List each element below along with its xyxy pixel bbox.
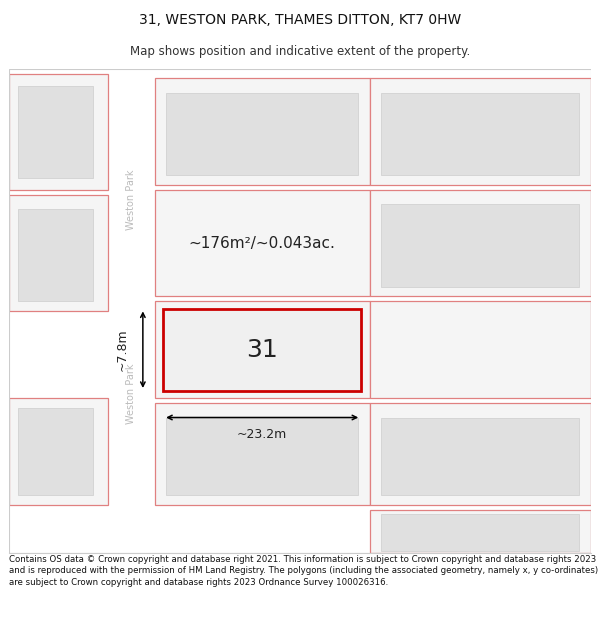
Text: Weston Park: Weston Park [126, 169, 136, 230]
Text: ~7.8m: ~7.8m [116, 328, 129, 371]
Text: Contains OS data © Crown copyright and database right 2021. This information is : Contains OS data © Crown copyright and d… [9, 554, 598, 587]
Bar [370, 78, 591, 185]
Text: 31, WESTON PARK, THAMES DITTON, KT7 0HW: 31, WESTON PARK, THAMES DITTON, KT7 0HW [139, 12, 461, 27]
Bar [155, 190, 370, 296]
Bar [163, 309, 361, 391]
Text: 31: 31 [246, 338, 278, 362]
Text: ~176m²/~0.043ac.: ~176m²/~0.043ac. [189, 236, 335, 251]
Bar [370, 403, 591, 505]
Bar [18, 408, 94, 495]
Bar [166, 93, 358, 175]
Bar [370, 190, 591, 296]
Bar [9, 195, 108, 311]
Bar [370, 301, 591, 398]
Bar [9, 74, 108, 190]
Bar [18, 86, 94, 177]
Text: Weston Park: Weston Park [126, 363, 136, 424]
Bar [9, 398, 108, 505]
Bar [382, 93, 580, 175]
Text: ~23.2m: ~23.2m [237, 428, 287, 441]
Bar [108, 69, 155, 553]
Bar [155, 403, 370, 505]
Bar [155, 78, 370, 185]
Bar [155, 301, 370, 398]
Bar [370, 509, 591, 553]
Text: Map shows position and indicative extent of the property.: Map shows position and indicative extent… [130, 45, 470, 58]
Bar [18, 209, 94, 301]
Bar [382, 514, 580, 551]
Bar [382, 204, 580, 287]
Bar [166, 418, 358, 495]
Bar [382, 418, 580, 495]
